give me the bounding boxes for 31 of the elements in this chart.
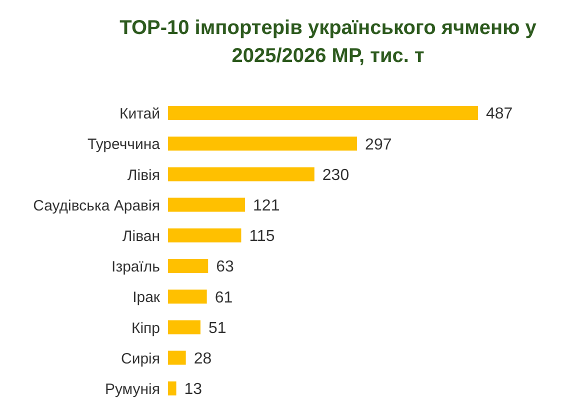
bar xyxy=(168,198,246,212)
bar xyxy=(168,259,208,273)
y-tick-label: Туреччина xyxy=(88,136,161,154)
data-label: 487 xyxy=(486,106,513,123)
bar xyxy=(168,381,176,396)
data-label: 115 xyxy=(249,228,275,246)
data-label: 230 xyxy=(322,166,350,184)
bar xyxy=(168,320,200,334)
y-tick-label: Сирія xyxy=(120,350,160,368)
bar xyxy=(168,290,207,304)
bar xyxy=(168,167,314,182)
y-tick-label: Саудівська Аравія xyxy=(33,197,160,214)
data-label: 51 xyxy=(208,320,226,337)
data-label: 297 xyxy=(365,136,392,154)
data-label: 13 xyxy=(184,381,202,398)
y-tick-label: Ліван xyxy=(122,228,160,246)
y-tick-label: Румунія xyxy=(104,381,160,398)
y-tick-label: Кіпр xyxy=(131,320,160,337)
bar xyxy=(168,350,186,365)
bar xyxy=(168,136,358,151)
y-tick-label: Лівія xyxy=(127,166,160,184)
data-label: 63 xyxy=(216,258,234,276)
y-tick-label: Ірак xyxy=(132,289,160,306)
chart-title: TOP-10 імпортерів українського ячменю у 2025/2026 МР, тис. т xyxy=(118,16,538,69)
data-label: 28 xyxy=(194,350,212,368)
y-tick-label: Китай xyxy=(119,106,160,123)
bar xyxy=(168,106,478,120)
bar xyxy=(168,228,242,242)
data-label: 121 xyxy=(253,197,280,214)
data-label: 61 xyxy=(214,289,233,306)
y-tick-label: Ізраїль xyxy=(112,258,160,276)
